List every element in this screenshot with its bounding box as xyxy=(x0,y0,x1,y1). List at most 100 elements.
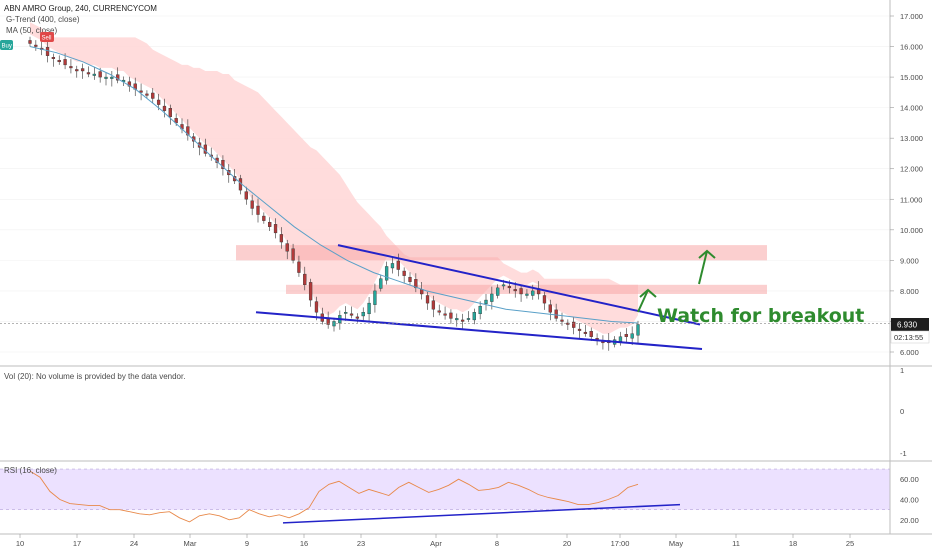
candle xyxy=(431,295,436,318)
candle-body xyxy=(297,261,301,273)
candle xyxy=(168,104,172,125)
candle-body xyxy=(168,108,172,118)
candle xyxy=(402,267,406,284)
candle-body xyxy=(127,81,132,87)
time-tick-label: 17 xyxy=(73,539,81,548)
price-axis-ticks: 17.000 16.000 15.000 14.000 13.000 12.000 11.0… xyxy=(890,12,923,357)
candle-body xyxy=(145,93,149,96)
candle-body xyxy=(408,276,412,282)
candle-body xyxy=(98,71,102,78)
candle xyxy=(75,65,79,78)
candle xyxy=(519,284,523,302)
candle xyxy=(116,67,120,84)
candle-body xyxy=(484,299,488,304)
candle xyxy=(297,255,301,277)
candle xyxy=(104,72,108,86)
time-tick-label: 18 xyxy=(789,539,797,548)
candle-body xyxy=(624,334,628,337)
candle xyxy=(279,227,284,249)
candle-body xyxy=(57,60,61,63)
candle-body xyxy=(525,293,529,296)
candle xyxy=(127,76,132,92)
candle-body xyxy=(496,287,500,296)
candle-body xyxy=(402,270,406,276)
candle-body xyxy=(437,310,441,313)
candle-body xyxy=(519,288,523,295)
candle xyxy=(28,36,32,47)
candle-body xyxy=(45,46,50,56)
candle-body xyxy=(472,312,476,321)
time-tick-label: May xyxy=(669,539,683,548)
candle xyxy=(92,66,96,80)
candle xyxy=(69,59,73,74)
candle xyxy=(577,322,582,339)
sell-signal-marker xyxy=(40,32,54,42)
candle-body xyxy=(390,263,395,269)
volume-pane: Vol (20): No volume is provided by the d… xyxy=(0,365,932,381)
candle xyxy=(367,297,371,321)
candle-body xyxy=(63,59,67,66)
candle xyxy=(542,291,547,310)
time-tick-label: 8 xyxy=(495,539,499,548)
rsi-trendline xyxy=(282,503,681,524)
candle-body xyxy=(501,284,506,287)
buy-tag: Buy xyxy=(2,44,12,50)
candle xyxy=(344,306,348,321)
candle xyxy=(308,278,313,307)
candle xyxy=(466,311,471,323)
candle-body xyxy=(344,312,348,314)
resistance-zone xyxy=(236,245,767,261)
price-tick-label: 15.000 xyxy=(900,73,923,82)
candle-body xyxy=(583,331,588,334)
candle xyxy=(303,266,307,291)
price-zones xyxy=(236,245,767,294)
breakout-arrow xyxy=(637,288,657,313)
candle-body xyxy=(414,279,418,289)
candle xyxy=(34,40,38,51)
last-price-value: 6.930 xyxy=(897,321,918,330)
candle-body xyxy=(75,69,79,72)
candle xyxy=(408,272,412,285)
rsi-pane: RSI (16, close) xyxy=(0,460,932,524)
candle xyxy=(273,218,278,239)
candle-body xyxy=(268,221,272,227)
candle-body xyxy=(542,295,547,304)
buy-signal-marker xyxy=(0,40,13,50)
candle-body xyxy=(69,66,73,69)
candle xyxy=(373,283,377,313)
price-axis[interactable]: 17.00016.00015.00014.00013.00012.00011.0… xyxy=(889,0,930,534)
candle-body xyxy=(548,304,552,313)
lower-trendline xyxy=(255,311,703,350)
last-price-badge xyxy=(891,318,929,331)
candle-body xyxy=(572,321,576,328)
candle-body xyxy=(425,295,430,304)
candle-body xyxy=(303,273,307,286)
volume-tick-label: -1 xyxy=(900,449,907,458)
candle-body xyxy=(373,290,377,305)
candle xyxy=(572,317,576,335)
candle-body xyxy=(250,200,254,209)
rsi-line xyxy=(29,470,639,523)
volume-tick-label: 0 xyxy=(900,407,904,416)
candle xyxy=(268,217,272,232)
candle-body xyxy=(490,293,494,302)
bar-countdown-badge xyxy=(890,330,930,344)
candle-body xyxy=(221,159,225,169)
indicator-ma-label: MA (50, close) xyxy=(6,26,57,35)
rsi-tick-label: 60.00 xyxy=(900,475,919,484)
candle-body xyxy=(589,331,593,337)
candle-body xyxy=(104,76,108,79)
candle xyxy=(624,328,628,343)
price-tick-label: 9.000 xyxy=(900,256,919,265)
ma-50-line xyxy=(29,46,639,324)
candle xyxy=(437,304,441,316)
resistance-zone xyxy=(286,284,767,294)
candle-body xyxy=(379,278,383,289)
time-axis[interactable]: 10 17 24 Mar 9 16 23 Apr 8 20 17:00 May 11 18 25 xyxy=(0,533,932,548)
candle-body xyxy=(110,76,114,79)
candle-body xyxy=(618,336,623,342)
arrow-head xyxy=(639,288,657,298)
candle-body xyxy=(577,328,582,331)
candle-body xyxy=(460,319,465,322)
